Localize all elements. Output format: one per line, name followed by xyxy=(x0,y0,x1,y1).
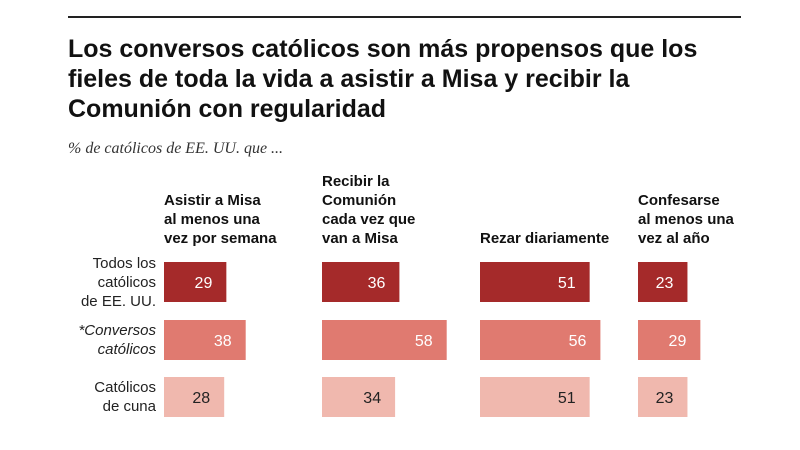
data-label: 51 xyxy=(558,275,576,292)
title-line: fieles de toda la vida a asistir a Misa … xyxy=(68,65,630,93)
bar xyxy=(480,320,601,360)
column-header: Asistir a Misa al menos una vez por semana xyxy=(164,191,314,248)
bar xyxy=(322,320,447,360)
bar xyxy=(638,377,688,417)
column-header: Confesarse al menos una vez al año xyxy=(638,191,788,248)
title-line: Los conversos católicos son más propenso… xyxy=(68,35,698,63)
row-label: Católicos de cuna xyxy=(94,378,156,416)
row-label-line: Católicos xyxy=(94,379,156,396)
bar xyxy=(322,262,400,302)
row-label-line: de cuna xyxy=(102,398,156,415)
bar xyxy=(480,262,590,302)
data-label: 23 xyxy=(656,390,674,407)
column-header-line: vez al año xyxy=(638,230,710,247)
column-header-line: Asistir a Misa xyxy=(164,192,261,209)
data-label: 29 xyxy=(195,275,213,292)
top-rule xyxy=(68,16,741,18)
bar xyxy=(638,262,688,302)
data-label: 29 xyxy=(669,333,687,350)
row-label: Todos los católicos de EE. UU. xyxy=(81,254,156,311)
column-header-line: van a Misa xyxy=(322,230,398,247)
bar xyxy=(638,320,701,360)
column-header: Recibir la Comunión cada vez que van a Misa xyxy=(322,172,472,248)
data-label: 34 xyxy=(363,390,381,407)
row-label-line: católicos xyxy=(97,341,156,358)
data-label: 56 xyxy=(569,333,587,350)
row-label: *Conversos católicos xyxy=(78,321,156,359)
column-header-line: al menos una xyxy=(164,211,260,228)
column-header-line: Comunión xyxy=(322,192,397,209)
data-label: 58 xyxy=(415,333,433,350)
row-label-line: *Conversos xyxy=(78,322,156,339)
title-line: Comunión con regularidad xyxy=(68,95,387,123)
bar xyxy=(322,377,396,417)
bar xyxy=(164,377,225,417)
column-header-line: Rezar diariamente xyxy=(480,230,610,247)
data-label: 36 xyxy=(368,275,386,292)
chart-title: Los conversos católicos son más propenso… xyxy=(68,34,748,124)
column-header: Rezar diariamente xyxy=(480,229,630,248)
bar xyxy=(480,377,590,417)
row-label-line: de EE. UU. xyxy=(80,292,156,310)
data-label: 28 xyxy=(192,390,210,407)
bar xyxy=(164,262,227,302)
column-header-line: Recibir la xyxy=(322,173,390,190)
data-label: 51 xyxy=(558,390,576,407)
row-label-line: católicos xyxy=(97,273,156,291)
bar xyxy=(164,320,246,360)
column-header-line: cada vez que xyxy=(322,211,416,228)
column-header-line: vez por semana xyxy=(164,230,277,247)
column-header-line: Confesarse xyxy=(638,192,720,209)
chart-subtitle: % de católicos de EE. UU. que ... xyxy=(68,140,284,157)
data-label: 23 xyxy=(656,275,674,292)
column-header-line: al menos una xyxy=(638,211,734,228)
row-label-line: Todos los xyxy=(92,254,156,272)
data-label: 38 xyxy=(214,333,232,350)
